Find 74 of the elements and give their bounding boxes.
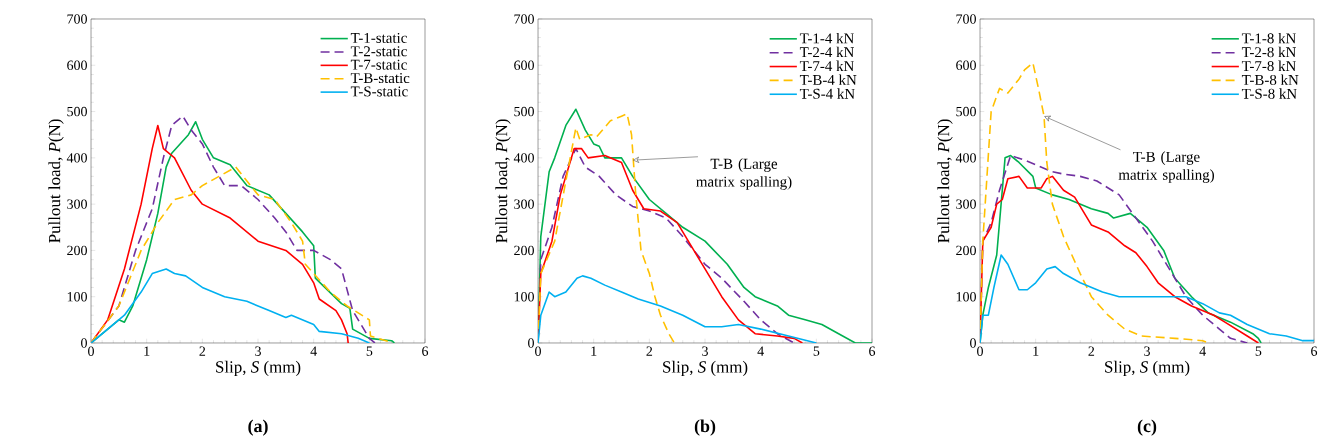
x-tick-label: 1 — [591, 346, 597, 356]
y-tick-label: 500 — [956, 106, 976, 117]
y-tick-label: 300 — [514, 199, 534, 209]
y-tick-label: 100 — [67, 291, 87, 302]
text: (b) — [694, 419, 716, 436]
line-series — [91, 268, 371, 343]
x-tick-label: 3 — [255, 346, 261, 356]
y-tick-label: 200 — [956, 245, 976, 256]
y-axis-title: Pullout load, P(N) — [937, 119, 953, 243]
x-axis-title: Slip, S (mm) — [663, 360, 748, 377]
x-tick-label: 5 — [366, 346, 373, 356]
y-tick-label: 300 — [956, 199, 976, 209]
y-tick-label: 700 — [514, 14, 534, 24]
y-tick-label: 500 — [67, 106, 87, 117]
y-tick-label: 100 — [956, 291, 976, 302]
y-tick-label: 0 — [81, 338, 87, 348]
legend-label: T-1-4 kN — [799, 32, 854, 44]
legend-label: T-2-4 kN — [799, 46, 854, 58]
x-axis-title: Slip, S (mm) — [216, 360, 301, 377]
x-tick-label: 5 — [813, 346, 820, 356]
y-tick-label: 500 — [514, 106, 534, 117]
y-tick-label: 0 — [970, 338, 976, 348]
x-tick-label: 2 — [646, 346, 653, 356]
x-tick-label: 0 — [535, 346, 541, 356]
annotation: T-B (Large matrix spalling) — [696, 158, 792, 190]
x-tick-label: 4 — [310, 346, 317, 356]
y-tick-label: 200 — [67, 245, 87, 256]
line-series — [538, 113, 676, 343]
y-axis-title: Pullout load, P(N) — [495, 119, 511, 243]
legend-label: T-B-4 kN — [799, 74, 857, 85]
legend-label: T-B-8 kN — [1241, 74, 1299, 85]
x-tick-label: 3 — [1144, 346, 1150, 356]
x-tick-label: 3 — [702, 346, 708, 356]
x-tick-label: 5 — [1255, 346, 1262, 356]
y-tick-label: 400 — [955, 153, 976, 163]
x-tick-label: 6 — [1311, 346, 1318, 356]
legend-label: T-S-8 kN — [1241, 88, 1297, 99]
y-tick-label: 400 — [513, 153, 534, 163]
legend-label: T-2-8 kN — [1241, 46, 1296, 58]
x-tick-label: 1 — [144, 346, 150, 356]
x-tick-label: 4 — [757, 346, 764, 356]
x-axis-title: Slip, S (mm) — [1105, 360, 1190, 377]
y-tick-label: 700 — [956, 14, 976, 24]
x-tick-label: 6 — [869, 346, 876, 356]
y-tick-label: 600 — [956, 60, 976, 70]
x-tick-label: 2 — [1088, 346, 1095, 356]
annotation: T-B (Large matrix spalling) — [1118, 151, 1214, 183]
x-tick-label: 2 — [199, 346, 206, 356]
legend-label: T-S-static — [350, 86, 408, 97]
x-tick-label: 1 — [1033, 346, 1039, 356]
x-tick-label: 0 — [977, 346, 983, 356]
y-tick-label: 600 — [514, 60, 534, 70]
legend-label: T-7-8 kN — [1241, 60, 1296, 72]
x-tick-label: 0 — [88, 346, 94, 356]
y-axis-title: Pullout load, P(N) — [48, 119, 64, 243]
legend-label: T-7-static — [350, 59, 407, 70]
legend-label: T-7-4 kN — [799, 60, 854, 71]
y-tick-label: 600 — [67, 60, 87, 70]
y-tick-label: 100 — [514, 291, 534, 302]
text: (a) — [248, 419, 268, 436]
legend-label: T-S-4 kN — [799, 88, 855, 99]
y-tick-label: 400 — [66, 153, 87, 163]
x-tick-label: 4 — [1199, 346, 1206, 356]
x-tick-label: 6 — [422, 346, 429, 356]
legend-label: T-1-8 kN — [1241, 32, 1296, 44]
y-tick-label: 700 — [67, 14, 87, 24]
text: (c) — [1137, 419, 1157, 436]
legend-label: T-1-static — [350, 32, 407, 43]
line-series — [538, 275, 818, 343]
y-tick-label: 0 — [528, 338, 534, 348]
y-tick-label: 200 — [514, 245, 534, 256]
y-tick-label: 300 — [67, 199, 87, 209]
legend-label: T-B-static — [350, 73, 410, 84]
legend-label: T-2-static — [350, 46, 407, 57]
